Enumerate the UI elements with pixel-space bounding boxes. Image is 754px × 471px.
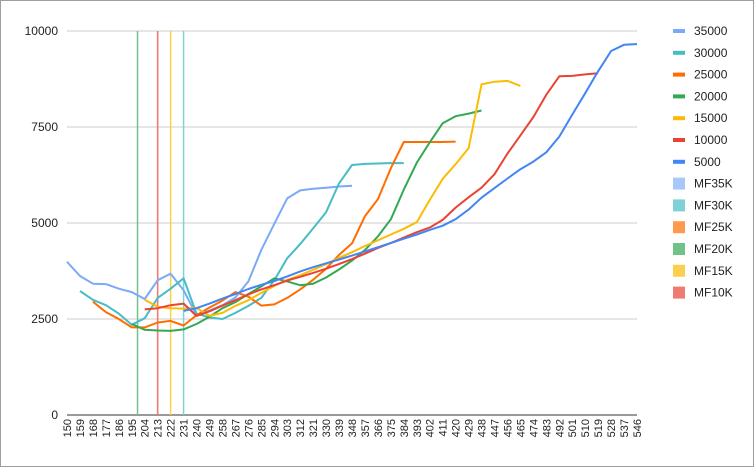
x-tick-label: 465 (515, 419, 527, 437)
legend-swatch-box (673, 221, 685, 234)
x-tick-label: 411 (438, 419, 450, 437)
x-tick-label: 510 (580, 419, 592, 437)
y-tick-label: 0 (51, 408, 58, 422)
x-tick-label: 231 (179, 419, 191, 437)
x-tick-label: 348 (347, 419, 359, 437)
legend-swatch-box (673, 199, 685, 212)
x-tick-label: 393 (412, 419, 424, 437)
x-tick-label: 375 (386, 419, 398, 437)
x-tick-label: 267 (230, 419, 242, 437)
legend-label: MF35K (694, 177, 733, 191)
x-tick-label: 501 (567, 419, 579, 437)
y-axis-ticks: 0 2500 5000 7500 10000 (25, 24, 59, 422)
legend-swatch-box (673, 177, 685, 190)
x-tick-label: 195 (127, 419, 139, 437)
series-line-25000 (92, 140, 456, 329)
x-tick-label: 285 (256, 419, 268, 437)
x-tick-label: 303 (282, 419, 294, 437)
legend: 35000 30000 25000 20000 15000 10000 5000 MF35K M… (673, 24, 733, 300)
x-tick-label: 447 (490, 419, 502, 437)
legend-label: MF15K (694, 264, 733, 278)
series-line-20000 (131, 109, 482, 332)
legend-swatch-box (673, 264, 685, 277)
legend-label: MF25K (694, 220, 733, 234)
legend-swatch-line (673, 116, 685, 121)
x-tick-label: 294 (269, 419, 281, 437)
legend-swatch-line (673, 94, 685, 99)
x-tick-label: 240 (192, 419, 204, 437)
x-tick-label: 528 (606, 419, 618, 437)
x-tick-label: 546 (632, 419, 644, 437)
legend-swatch-line (673, 29, 685, 33)
x-tick-label: 321 (308, 419, 320, 437)
x-tick-label: 312 (295, 419, 307, 437)
data-series (66, 43, 638, 332)
legend-swatch-line (673, 72, 685, 77)
x-tick-label: 474 (528, 419, 540, 437)
x-tick-label: 249 (205, 419, 217, 437)
legend-swatch-box (673, 286, 685, 299)
x-tick-label: 276 (243, 419, 255, 437)
series-line-35000 (66, 184, 353, 317)
vertical-marker-lines (136, 31, 185, 415)
x-tick-label: 420 (451, 419, 463, 437)
x-tick-label: 384 (399, 419, 411, 437)
x-tick-label: 492 (554, 419, 566, 437)
y-tick-label: 10000 (25, 24, 59, 38)
x-tick-label: 186 (114, 419, 126, 437)
legend-swatch-box (673, 243, 685, 255)
legend-label: 25000 (694, 68, 728, 82)
legend-swatch-line (673, 138, 685, 142)
x-tick-label: 258 (217, 419, 229, 437)
x-tick-label: 357 (360, 419, 372, 437)
x-tick-label: 204 (140, 419, 152, 437)
x-tick-label: 150 (62, 419, 74, 437)
x-tick-label: 519 (593, 419, 605, 437)
legend-label: 5000 (694, 155, 721, 169)
series-line-30000 (79, 162, 404, 326)
x-tick-label: 330 (321, 419, 333, 437)
x-tick-label: 456 (502, 419, 514, 437)
legend-label: MF20K (694, 242, 733, 256)
x-tick-label: 537 (619, 419, 631, 437)
legend-swatch-line (673, 50, 685, 55)
y-tick-label: 5000 (31, 216, 58, 230)
legend-label: 15000 (694, 111, 728, 125)
series-line-10000 (144, 72, 599, 317)
series-line-5000 (183, 43, 638, 312)
legend-label: MF10K (694, 286, 733, 300)
legend-label: 10000 (694, 133, 728, 147)
x-axis: 150 159 168 177 186 195 204 213 222 231 240 249 258 2… (62, 419, 644, 437)
legend-label: 30000 (694, 46, 728, 60)
x-tick-label: 177 (101, 419, 113, 437)
x-tick-label: 429 (464, 419, 476, 437)
x-tick-label: 483 (541, 419, 553, 437)
x-tick-label: 213 (153, 419, 165, 437)
x-tick-label: 402 (425, 419, 437, 437)
legend-label: 35000 (694, 24, 728, 38)
legend-label: 20000 (694, 89, 728, 103)
x-tick-label: 366 (373, 419, 385, 437)
legend-swatch-line (673, 159, 685, 164)
y-tick-label: 7500 (31, 120, 58, 134)
y-tick-label: 2500 (31, 312, 58, 326)
x-tick-label: 168 (88, 419, 100, 437)
gridlines (67, 30, 637, 416)
x-tick-label: 159 (75, 419, 87, 437)
x-tick-label: 339 (334, 419, 346, 437)
x-tick-label: 438 (477, 419, 489, 437)
legend-label: MF30K (694, 198, 733, 212)
x-tick-label: 222 (166, 419, 178, 437)
